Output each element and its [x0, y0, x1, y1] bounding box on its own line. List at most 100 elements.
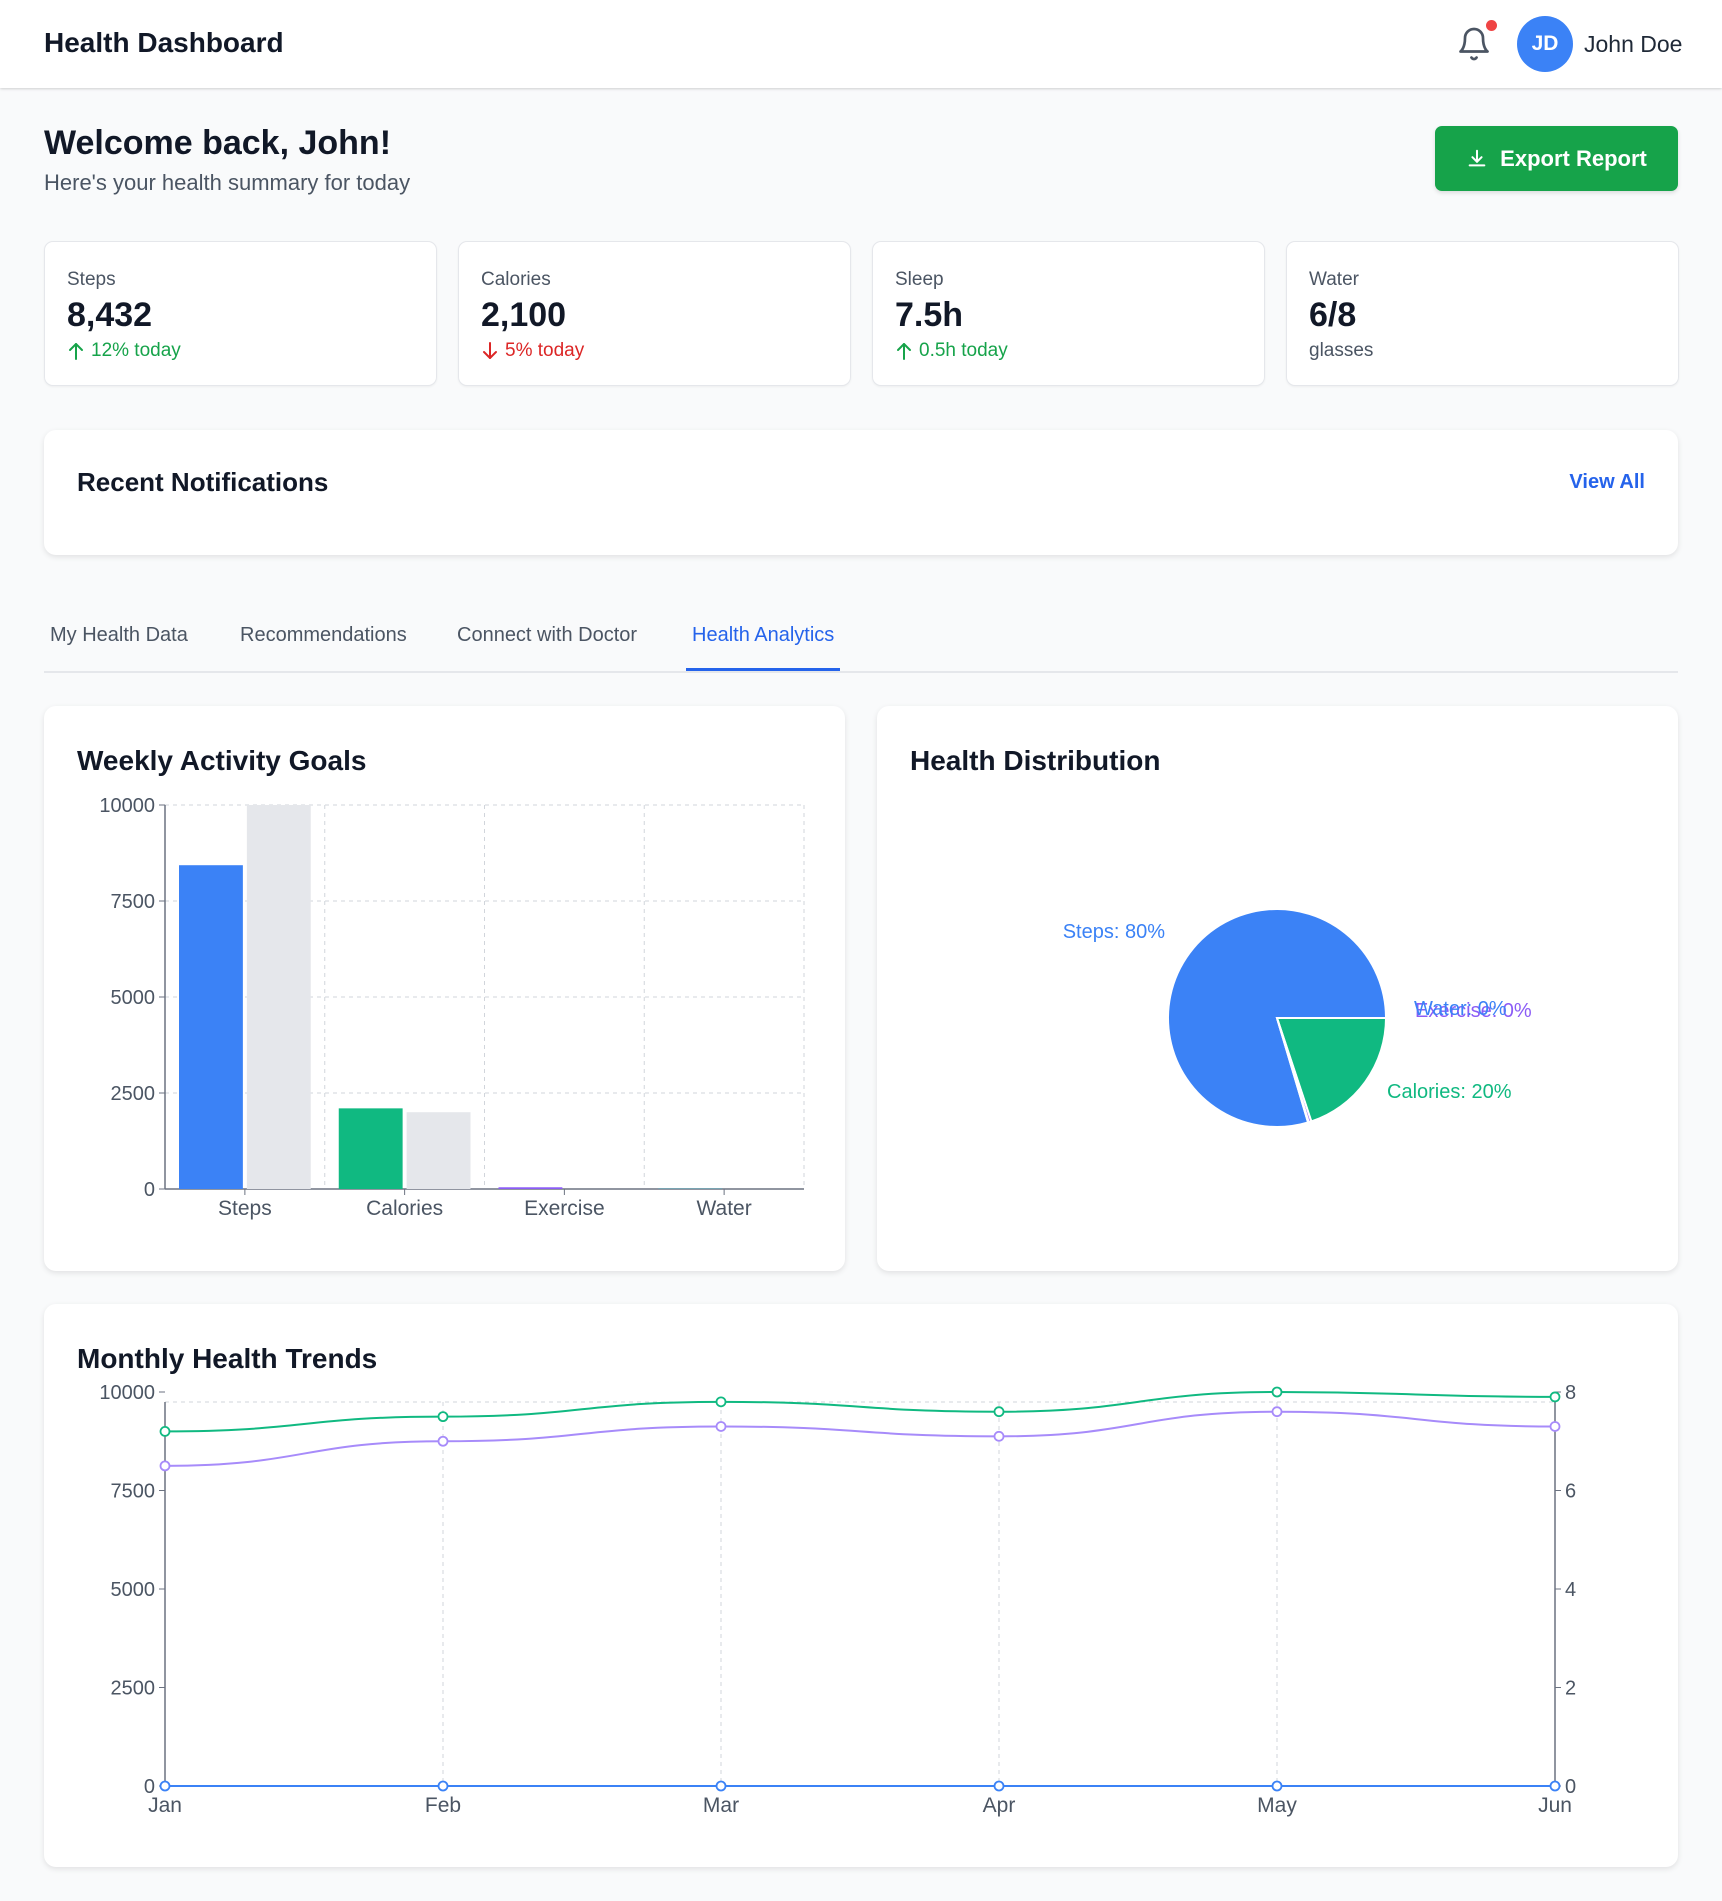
tab-health-analytics[interactable]: Health Analytics — [686, 624, 841, 671]
x-tick-label: Apr — [983, 1794, 1016, 1817]
x-tick-label: Water — [697, 1197, 752, 1220]
y-tick-label-left: 0 — [144, 1776, 155, 1798]
stat-card-steps: Steps 8,432 12% today — [44, 241, 437, 386]
stat-value: 6/8 — [1309, 296, 1357, 334]
data-point-water — [715, 1421, 727, 1432]
export-report-button[interactable]: Export Report — [1435, 126, 1678, 191]
data-point-sleep — [437, 1411, 449, 1423]
x-tick-label: Exercise — [524, 1197, 605, 1220]
stat-change: 0.5h today — [895, 340, 1008, 362]
stat-label: Steps — [67, 269, 116, 290]
stat-value: 2,100 — [481, 296, 567, 334]
y-tick-label-left: 7500 — [111, 1481, 156, 1503]
weekly-activity-bar-chart: 0 2500 5000 7500 10000 Steps Calories Exercise W… — [99, 795, 805, 1220]
stat-label: Sleep — [895, 269, 944, 290]
series-line-sleep — [164, 1390, 1556, 1433]
stat-change: glasses — [1309, 340, 1373, 362]
chart-title: Monthly Health Trends — [77, 1343, 378, 1374]
arrow-up-icon — [69, 343, 83, 360]
x-tick-label: Mar — [703, 1794, 739, 1817]
pie-label-0: Steps: 80% — [1063, 921, 1166, 943]
view-all-link[interactable]: View All — [1569, 471, 1645, 493]
stat-label: Calories — [481, 269, 551, 290]
data-point-sleep — [159, 1426, 171, 1437]
chart-title: Weekly Activity Goals — [77, 745, 367, 776]
y-tick-label: 2500 — [111, 1083, 156, 1105]
stat-card-sleep: Sleep 7.5h 0.5h today — [872, 241, 1265, 386]
y-tick-label: 7500 — [111, 891, 156, 913]
stat-card-calories: Calories 2,100 5% today — [458, 241, 851, 386]
x-tick-label: Jun — [1538, 1794, 1572, 1817]
weekly-activity-goals-card: Weekly Activity Goals 0 2500 5000 7500 10000… — [44, 706, 845, 1271]
data-point-water — [159, 1460, 171, 1472]
data-point-steps — [1549, 1780, 1561, 1792]
monthly-health-trends-card: Monthly Health Trends 0 2500 5000 7500 10000… — [44, 1304, 1678, 1867]
stat-change-text: glasses — [1309, 340, 1374, 361]
stat-label: Water — [1309, 269, 1359, 290]
x-tick-label: Calories — [366, 1197, 443, 1220]
y-tick-label-left: 10000 — [99, 1382, 155, 1404]
y-tick-label-left: 5000 — [111, 1579, 156, 1601]
data-point-sleep — [1271, 1386, 1283, 1398]
data-point-steps — [437, 1780, 449, 1792]
health-distribution-pie-chart: Steps: 80% Calories: 20% Exercise: 0%Water… — [1063, 908, 1532, 1128]
bell-icon[interactable] — [1456, 26, 1492, 62]
data-point-steps — [715, 1780, 727, 1792]
stat-value: 7.5h — [895, 296, 964, 334]
y-tick-label-right: 4 — [1565, 1579, 1576, 1601]
download-icon — [1468, 149, 1486, 166]
data-point-water — [437, 1435, 449, 1447]
data-point-water — [1271, 1406, 1283, 1418]
y-tick-label: 10000 — [99, 795, 155, 817]
y-tick-label-left: 2500 — [111, 1678, 156, 1700]
pie-slice-3 — [1276, 1017, 1310, 1124]
welcome-title: Welcome back, John! — [44, 124, 392, 162]
data-point-steps — [159, 1780, 171, 1792]
data-point-sleep — [993, 1406, 1005, 1418]
data-point-steps — [1271, 1780, 1283, 1792]
pie-label-3: Water: 0% — [1414, 998, 1507, 1020]
pie-label-1: Calories: 20% — [1387, 1081, 1512, 1103]
bar-goal-calories — [406, 1112, 471, 1189]
health-distribution-card: Health Distribution Steps: 80% Calories: … — [877, 706, 1678, 1271]
user-name[interactable]: John Doe — [1584, 31, 1683, 57]
tab-bar: My Health Data Recommendations Connect w… — [44, 610, 1678, 673]
data-point-water — [1549, 1421, 1561, 1432]
stat-change: 5% today — [481, 340, 584, 362]
bar-actual-exercise — [498, 1187, 563, 1189]
data-point-water — [993, 1430, 1005, 1442]
x-tick-label: Jan — [148, 1794, 182, 1817]
stat-change-text: 5% today — [505, 340, 585, 361]
pie-slice-1 — [1275, 1017, 1388, 1123]
tab-connect-with-doctor[interactable]: Connect with Doctor — [457, 624, 638, 646]
stat-value: 8,432 — [67, 296, 153, 334]
stat-change: 12% today — [67, 340, 181, 362]
top-navbar: Health Dashboard JD John Doe — [0, 0, 1722, 88]
series-line-water — [164, 1410, 1556, 1467]
export-report-label: Export Report — [1500, 145, 1647, 171]
bar-goal-steps — [246, 805, 311, 1189]
tab-my-health-data[interactable]: My Health Data — [50, 624, 188, 646]
pie-label-2: Exercise: 0% — [1415, 1000, 1532, 1022]
y-tick-label-right: 6 — [1565, 1481, 1576, 1503]
x-tick-label: May — [1257, 1794, 1297, 1817]
avatar[interactable]: JD — [1517, 16, 1573, 72]
stat-change-text: 0.5h today — [919, 340, 1008, 361]
monthly-health-trends-line-chart: 0 2500 5000 7500 10000 0 2 4 6 8 Jan Feb Mar Apr May Ju… — [99, 1382, 1576, 1817]
data-point-sleep — [715, 1396, 727, 1408]
bar-actual-steps — [179, 865, 243, 1189]
tab-recommendations[interactable]: Recommendations — [240, 624, 407, 646]
y-tick-label: 0 — [144, 1179, 155, 1201]
welcome-subtitle: Here's your health summary for today — [44, 170, 411, 195]
y-tick-label: 5000 — [111, 987, 156, 1009]
y-tick-label-right: 8 — [1565, 1382, 1576, 1404]
app-title: Health Dashboard — [44, 27, 284, 58]
notification-dot — [1486, 20, 1497, 31]
bar-actual-calories — [338, 1108, 403, 1189]
x-tick-label: Steps — [218, 1197, 272, 1220]
recent-notifications-card: Recent Notifications View All — [44, 430, 1678, 555]
stat-change-text: 12% today — [91, 340, 181, 361]
stat-card-water: Water 6/8 glasses — [1286, 241, 1679, 386]
data-point-sleep — [1549, 1391, 1561, 1403]
chart-title: Health Distribution — [910, 745, 1161, 776]
